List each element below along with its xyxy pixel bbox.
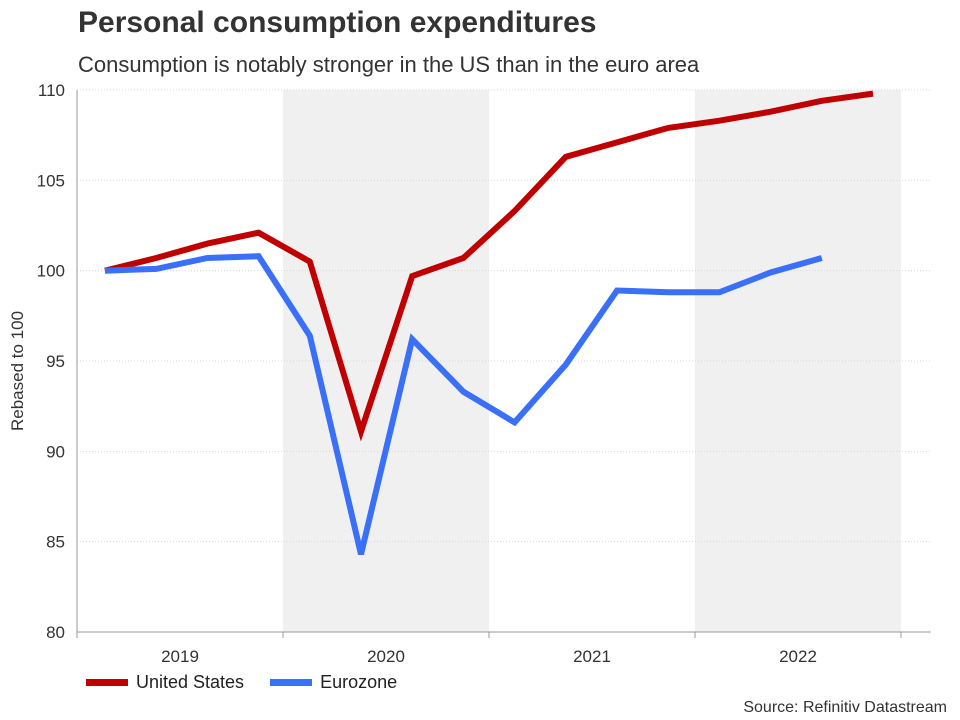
legend: United States Eurozone bbox=[86, 672, 423, 693]
legend-swatch-united-states bbox=[86, 679, 128, 686]
x-tick-label-2022: 2022 bbox=[779, 647, 817, 666]
y-tick-label-90: 90 bbox=[46, 442, 65, 461]
chart-subtitle: Consumption is notably stronger in the U… bbox=[78, 52, 700, 77]
series-line-eurozone bbox=[104, 253, 823, 555]
y-tick-label-85: 85 bbox=[46, 533, 65, 552]
y-tick-label-80: 80 bbox=[46, 623, 65, 642]
y-tick-label-110: 110 bbox=[38, 81, 65, 100]
legend-item-eurozone: Eurozone bbox=[270, 672, 397, 693]
legend-swatch-eurozone bbox=[270, 679, 313, 686]
x-tick-label-2019: 2019 bbox=[161, 647, 199, 666]
source-note: Source: Refinitiv Datastream bbox=[743, 699, 947, 716]
series-line-united-states bbox=[104, 90, 874, 442]
legend-item-united-states: United States bbox=[86, 672, 244, 693]
x-tick-label-2020: 2020 bbox=[367, 647, 405, 666]
x-tick-label-2021: 2021 bbox=[573, 647, 611, 666]
legend-label-united-states: United States bbox=[136, 672, 245, 692]
y-tick-label-100: 100 bbox=[37, 262, 65, 281]
y-axis-label: Rebased to 100 bbox=[8, 311, 27, 431]
y-tick-label-95: 95 bbox=[46, 352, 65, 371]
legend-label-eurozone: Eurozone bbox=[320, 672, 398, 692]
chart-title: Personal consumption expenditures bbox=[78, 6, 597, 39]
y-tick-label-105: 105 bbox=[37, 171, 65, 190]
